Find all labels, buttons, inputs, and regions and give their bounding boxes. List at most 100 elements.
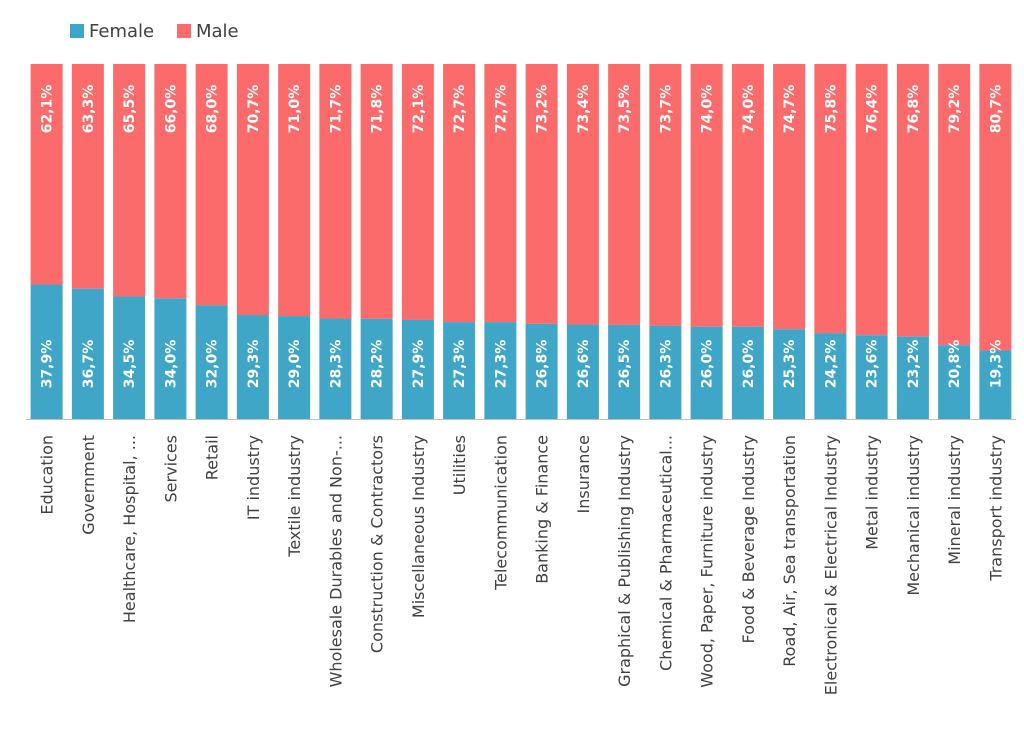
bar-female-21 (896, 336, 929, 419)
x-tick-label-19: Electronical & Electrical Industry (821, 435, 840, 695)
bar-female-18 (773, 329, 806, 419)
bar-female-10 (443, 322, 476, 419)
bar-male-2 (113, 64, 146, 297)
x-tick-label-18: Road, Air, Sea transportation (780, 435, 799, 667)
bar-female-23 (979, 350, 1012, 419)
data-label-male-9: 72,1% (411, 85, 427, 134)
data-label-female-4: 32,0% (205, 340, 221, 389)
data-label-female-15: 26,3% (658, 340, 674, 389)
data-label-male-13: 73,4% (576, 85, 592, 134)
x-tick-label-4: Retail (203, 435, 222, 480)
bar-male-20 (855, 64, 888, 336)
bar-male-16 (690, 64, 723, 327)
data-label-female-3: 34,0% (163, 340, 179, 389)
x-tick-label-0: Education (38, 435, 57, 515)
data-label-male-5: 70,7% (246, 85, 262, 134)
x-tick-label-14: Graphical & Publishing Industry (615, 435, 634, 687)
bar-female-14 (608, 324, 641, 419)
bar-male-8 (360, 64, 393, 319)
data-label-female-20: 23,6% (865, 340, 881, 389)
data-label-male-21: 76,8% (906, 85, 922, 134)
bar-male-3 (154, 64, 187, 299)
data-label-female-17: 26,0% (741, 340, 757, 389)
x-tick-label-9: Miscellaneous Industry (409, 435, 428, 618)
bar-male-21 (896, 64, 929, 337)
bar-male-13 (566, 64, 599, 325)
x-tick-label-6: Textile industry (285, 435, 304, 558)
bar-male-18 (773, 64, 806, 330)
x-tick-label-21: Mechanical industry (904, 435, 923, 596)
data-label-female-6: 29,0% (287, 340, 303, 389)
data-label-female-23: 19,3% (988, 340, 1004, 389)
bar-female-11 (484, 322, 517, 419)
x-tick-label-11: Telecommunication (491, 435, 510, 591)
bar-male-6 (278, 64, 311, 317)
data-label-male-19: 75,8% (823, 85, 839, 134)
data-label-male-4: 68,0% (205, 85, 221, 134)
bar-male-15 (649, 64, 682, 326)
data-label-male-0: 62,1% (40, 85, 56, 134)
data-label-female-0: 37,9% (40, 340, 56, 389)
x-tick-label-22: Mineral industry (945, 435, 964, 565)
bar-male-23 (979, 64, 1012, 351)
bar-female-4 (195, 305, 228, 419)
bar-female-13 (566, 324, 599, 419)
bar-female-0 (30, 284, 63, 419)
data-label-female-5: 29,3% (246, 340, 262, 389)
data-label-female-21: 23,2% (906, 340, 922, 389)
bar-female-16 (690, 326, 723, 419)
data-label-female-16: 26,0% (700, 340, 716, 389)
x-tick-label-3: Services (161, 435, 180, 502)
data-label-female-10: 27,3% (452, 340, 468, 389)
bar-female-7 (319, 318, 352, 419)
x-tick-label-20: Metal industry (863, 435, 882, 550)
x-tick-label-17: Food & Beverage Industry (739, 435, 758, 643)
data-label-female-18: 25,3% (782, 340, 798, 389)
bar-male-0 (30, 64, 63, 285)
data-label-female-14: 26,5% (617, 340, 633, 389)
x-tick-label-10: Utilities (450, 435, 469, 495)
bar-female-6 (278, 316, 311, 419)
bar-male-14 (608, 64, 641, 325)
data-label-male-22: 79,2% (947, 85, 963, 134)
data-label-male-23: 80,7% (988, 85, 1004, 134)
bar-male-17 (731, 64, 764, 327)
data-label-male-8: 71,8% (370, 85, 386, 134)
x-tick-label-23: Transport industry (986, 435, 1005, 582)
data-label-male-7: 71,7% (328, 85, 344, 134)
bar-male-19 (814, 64, 847, 334)
data-label-male-16: 74,0% (700, 85, 716, 134)
data-label-female-13: 26,6% (576, 340, 592, 389)
bar-female-8 (360, 318, 393, 419)
x-tick-label-2: Healthcare, Hospital, ... (120, 435, 139, 623)
x-tick-label-12: Banking & Finance (533, 435, 552, 584)
data-label-male-3: 66,0% (163, 85, 179, 134)
bar-male-5 (236, 64, 269, 315)
data-label-female-11: 27,3% (493, 340, 509, 389)
data-label-male-20: 76,4% (865, 85, 881, 134)
x-tick-label-13: Insurance (574, 435, 593, 514)
legend: Female Male (70, 21, 239, 42)
bar-female-3 (154, 298, 187, 419)
data-label-male-15: 73,7% (658, 85, 674, 134)
data-label-male-2: 65,5% (122, 85, 138, 134)
data-label-female-19: 24,2% (823, 340, 839, 389)
data-label-male-11: 72,7% (493, 85, 509, 134)
bar-female-12 (525, 323, 558, 419)
x-tick-label-1: Government (79, 435, 98, 535)
bar-female-5 (236, 314, 269, 419)
bar-male-4 (195, 64, 228, 306)
data-label-male-1: 63,3% (81, 85, 97, 134)
x-tick-label-7: Wholesale Durables and Non-... (326, 435, 345, 687)
bar-female-2 (113, 296, 146, 419)
bar-male-1 (71, 64, 104, 289)
data-label-female-8: 28,2% (370, 340, 386, 389)
bar-male-7 (319, 64, 352, 319)
bar-male-11 (484, 64, 517, 323)
data-label-male-6: 71,0% (287, 85, 303, 134)
data-label-female-1: 36,7% (81, 340, 97, 389)
x-tick-label-15: Chemical & Pharmaceutical... (656, 435, 675, 671)
data-label-female-22: 20,8% (947, 340, 963, 389)
data-label-male-18: 74,7% (782, 85, 798, 134)
data-label-male-10: 72,7% (452, 85, 468, 134)
